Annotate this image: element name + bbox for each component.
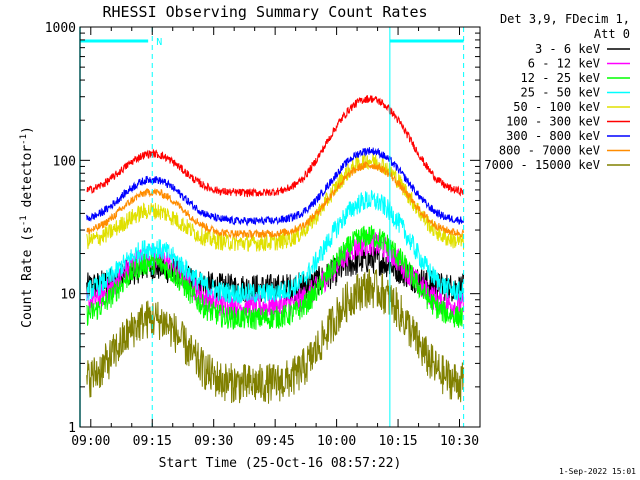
legend-label-6: 300 - 800 keV xyxy=(506,129,600,143)
x-tick-label-1: 09:15 xyxy=(133,434,172,449)
x-tick-label-5: 10:15 xyxy=(378,434,417,449)
series-line-3 xyxy=(86,189,465,304)
generation-timestamp: 1-Sep-2022 15:01 xyxy=(559,467,636,476)
series-line-4 xyxy=(86,152,465,252)
legend-header-line2: Att 0 xyxy=(594,27,630,41)
series-line-7 xyxy=(86,161,465,240)
legend-label-3: 25 - 50 keV xyxy=(521,86,600,100)
series-line-8 xyxy=(86,268,465,404)
x-tick-label-2: 09:30 xyxy=(194,434,233,449)
x-tick-label-4: 10:00 xyxy=(317,434,356,449)
flag-label: N xyxy=(156,37,162,48)
x-axis-label: Start Time (25-Oct-16 08:57:22) xyxy=(159,456,402,471)
legend-label-1: 6 - 12 keV xyxy=(528,57,600,71)
x-axis: 09:00 09:15 09:30 09:45 10:00 10:15 10:30 xyxy=(71,27,481,449)
y-tick-label-2: 100 xyxy=(53,154,76,169)
x-tick-label-6: 10:30 xyxy=(440,434,479,449)
legend-label-4: 50 - 100 keV xyxy=(513,100,600,114)
y-tick-label-3: 1000 xyxy=(45,21,76,36)
series-line-2 xyxy=(86,225,465,330)
y-axis: 1 10 100 1000 xyxy=(45,21,480,436)
plot-frame xyxy=(79,26,481,428)
series-line-6 xyxy=(86,147,465,227)
legend-label-8: 7000 - 15000 keV xyxy=(484,158,600,172)
chart-title: RHESSI Observing Summary Count Rates xyxy=(102,3,427,21)
legend-header-line1: Det 3,9, FDecim 1, xyxy=(500,12,630,26)
y-tick-label-0: 1 xyxy=(68,421,76,436)
legend-label-2: 12 - 25 keV xyxy=(521,71,600,85)
legend-label-0: 3 - 6 keV xyxy=(535,42,600,56)
x-tick-label-3: 09:45 xyxy=(256,434,295,449)
series-line-5 xyxy=(86,95,465,198)
y-tick-label-1: 10 xyxy=(60,288,76,303)
series-layer xyxy=(86,95,465,404)
markers-layer: N xyxy=(79,27,465,427)
legend-label-7: 800 - 7000 keV xyxy=(499,144,600,158)
x-tick-label-0: 09:00 xyxy=(71,434,110,449)
legend-label-5: 100 - 300 keV xyxy=(506,115,600,129)
y-axis-label: Count Rate (s-1 detector-1) xyxy=(19,126,35,328)
